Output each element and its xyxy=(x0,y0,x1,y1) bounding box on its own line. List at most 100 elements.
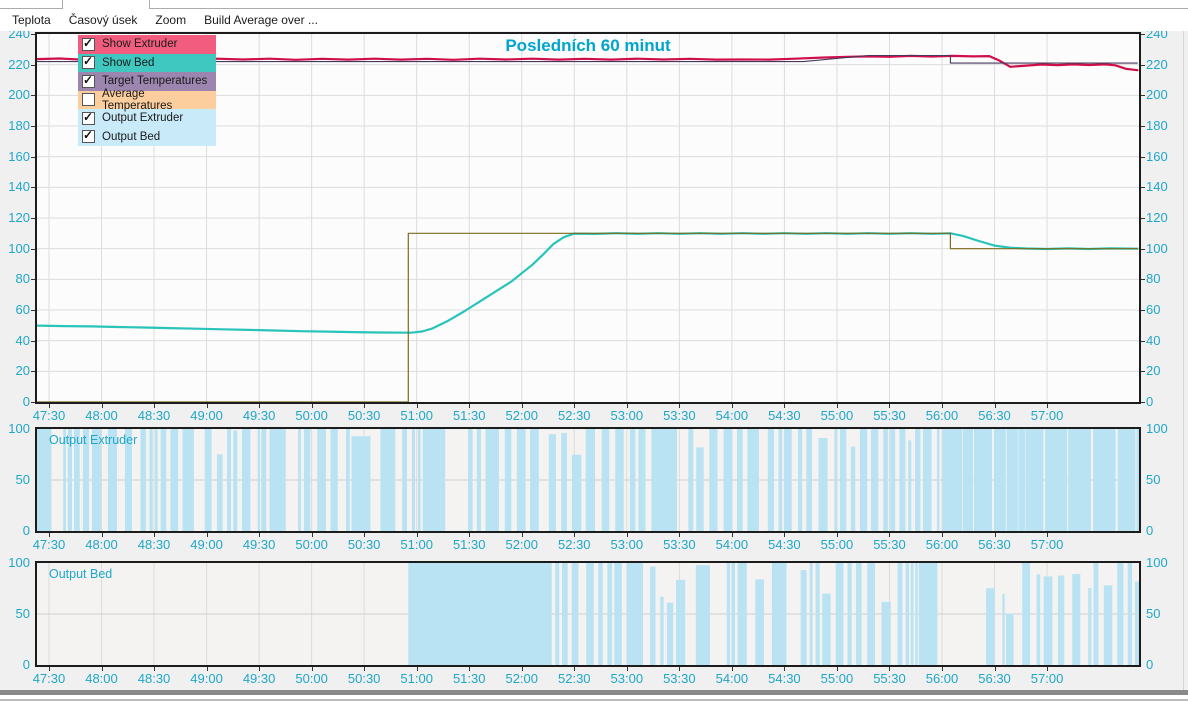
x-axis-label: 49:30 xyxy=(242,537,276,552)
x-axis-label: 47:30 xyxy=(32,537,66,552)
menu-item-zoom[interactable]: Zoom xyxy=(155,13,187,27)
y-axis-label-left: 140 xyxy=(8,179,30,195)
x-tick xyxy=(1047,533,1049,537)
x-axis-label: 50:00 xyxy=(295,671,328,686)
y-tick-right xyxy=(1141,34,1145,35)
x-tick xyxy=(416,404,418,408)
x-tick xyxy=(48,533,50,537)
legend-label-show-extruder: Show Extruder xyxy=(102,38,178,51)
x-tick xyxy=(206,533,208,537)
x-axis-label: 54:30 xyxy=(768,537,801,552)
legend-label-average-temperatures: Average Temperatures xyxy=(102,87,173,112)
x-axis-label: 48:30 xyxy=(137,537,171,552)
x-tick xyxy=(574,667,576,671)
x-tick xyxy=(469,533,471,537)
menu-item-teplota[interactable]: Teplota xyxy=(12,13,51,27)
x-tick xyxy=(364,404,366,408)
output-y-label-right: 100 xyxy=(1146,421,1168,436)
x-axis-label: 52:30 xyxy=(558,408,591,423)
x-axis-label: 53:30 xyxy=(663,671,696,686)
checkbox-target-temperatures[interactable] xyxy=(82,73,95,88)
checkbox-output-bed[interactable] xyxy=(82,128,95,144)
y-axis-label-left: 180 xyxy=(8,118,30,133)
output-y-label-left: 100 xyxy=(8,421,30,436)
y-tick-left xyxy=(31,402,35,403)
x-tick xyxy=(942,533,943,537)
chart-legend: Show Extruder Show Bed Target Temperatures… xyxy=(78,35,216,146)
checkbox-average-temperatures[interactable] xyxy=(82,93,95,107)
y-axis-label-right: 220 xyxy=(1146,56,1168,72)
x-tick xyxy=(48,404,50,408)
x-axis-label: 51:30 xyxy=(452,537,486,552)
output-y-label-right: 50 xyxy=(1146,472,1161,487)
y-tick-left xyxy=(31,340,35,342)
output-y-label-left: 50 xyxy=(15,606,30,621)
checkbox-show-extruder[interactable] xyxy=(82,36,95,51)
x-tick xyxy=(259,404,261,408)
menu-item-build-average[interactable]: Build Average over ... xyxy=(204,13,318,27)
x-tick xyxy=(364,667,366,671)
x-tick xyxy=(889,667,891,671)
x-axis-label: 55:30 xyxy=(873,408,906,423)
y-axis-label-right: 80 xyxy=(1146,271,1161,287)
y-axis-label-right: 40 xyxy=(1146,332,1161,348)
x-tick xyxy=(889,404,891,408)
x-axis-label: 51:00 xyxy=(400,537,433,552)
y-tick-left xyxy=(31,64,35,66)
x-axis-label: 56:30 xyxy=(978,408,1011,423)
legend-label-output-bed: Output Bed xyxy=(102,130,161,143)
x-tick xyxy=(942,404,943,408)
x-axis-label: 56:00 xyxy=(925,537,959,552)
x-tick xyxy=(731,667,733,671)
x-axis-label: 54:30 xyxy=(768,408,801,423)
y-tick-right xyxy=(1141,218,1145,219)
y-tick-left xyxy=(31,371,35,373)
output-y-label-left: 100 xyxy=(8,555,30,570)
output-bed-chart[interactable] xyxy=(35,561,1141,667)
active-tab[interactable] xyxy=(62,0,150,9)
x-axis-label: 54:30 xyxy=(768,671,801,686)
x-axis-label: 55:30 xyxy=(873,537,906,552)
legend-item-target-temperatures[interactable]: Target Temperatures xyxy=(78,72,216,91)
y-tick-left xyxy=(31,34,35,35)
x-tick xyxy=(731,533,733,537)
x-axis-label: 49:00 xyxy=(190,671,223,686)
y-axis-label-left: 200 xyxy=(8,87,30,103)
x-axis-label: 49:00 xyxy=(190,408,223,423)
x-tick xyxy=(626,404,628,408)
x-axis-label: 48:00 xyxy=(85,671,118,686)
x-axis-label: 51:30 xyxy=(452,671,486,686)
x-tick xyxy=(836,533,838,537)
x-axis-label: 55:00 xyxy=(820,408,854,423)
menu-bar: Teplota Časový úsek Zoom Build Average o… xyxy=(0,9,1188,31)
output-extruder-chart[interactable] xyxy=(35,427,1141,533)
x-axis-label: 51:00 xyxy=(400,408,433,423)
x-tick xyxy=(154,667,156,671)
output-y-label-right: 50 xyxy=(1146,606,1161,621)
checkbox-show-bed[interactable] xyxy=(82,54,95,70)
x-tick xyxy=(626,533,628,537)
x-axis-label: 57:00 xyxy=(1030,537,1064,552)
x-tick xyxy=(259,533,261,537)
x-tick xyxy=(259,667,261,671)
main-temperature-chart[interactable] xyxy=(35,32,1141,404)
checkbox-output-extruder[interactable] xyxy=(82,110,95,125)
x-tick xyxy=(101,533,103,537)
output-y-label-right: 0 xyxy=(1146,523,1154,538)
legend-item-show-bed[interactable]: Show Bed xyxy=(78,53,216,72)
tab-strip-line xyxy=(0,8,1188,9)
x-tick xyxy=(311,667,313,671)
x-tick xyxy=(364,533,366,537)
output-y-label-right: 100 xyxy=(1146,555,1168,570)
legend-item-show-extruder[interactable]: Show Extruder xyxy=(78,35,216,54)
legend-item-output-extruder[interactable]: Output Extruder xyxy=(78,109,216,128)
output-y-label-right: 0 xyxy=(1146,657,1154,672)
legend-item-output-bed[interactable]: Output Bed xyxy=(78,127,216,146)
menu-item-casovy-usek[interactable]: Časový úsek xyxy=(68,13,138,27)
y-axis-label-left: 160 xyxy=(8,148,30,164)
x-axis-label: 51:00 xyxy=(400,671,433,686)
x-tick xyxy=(48,667,50,671)
y-axis-label-right: 20 xyxy=(1146,363,1161,379)
legend-item-average-temperatures[interactable]: Average Temperatures xyxy=(78,87,216,112)
y-tick-left xyxy=(31,187,35,189)
